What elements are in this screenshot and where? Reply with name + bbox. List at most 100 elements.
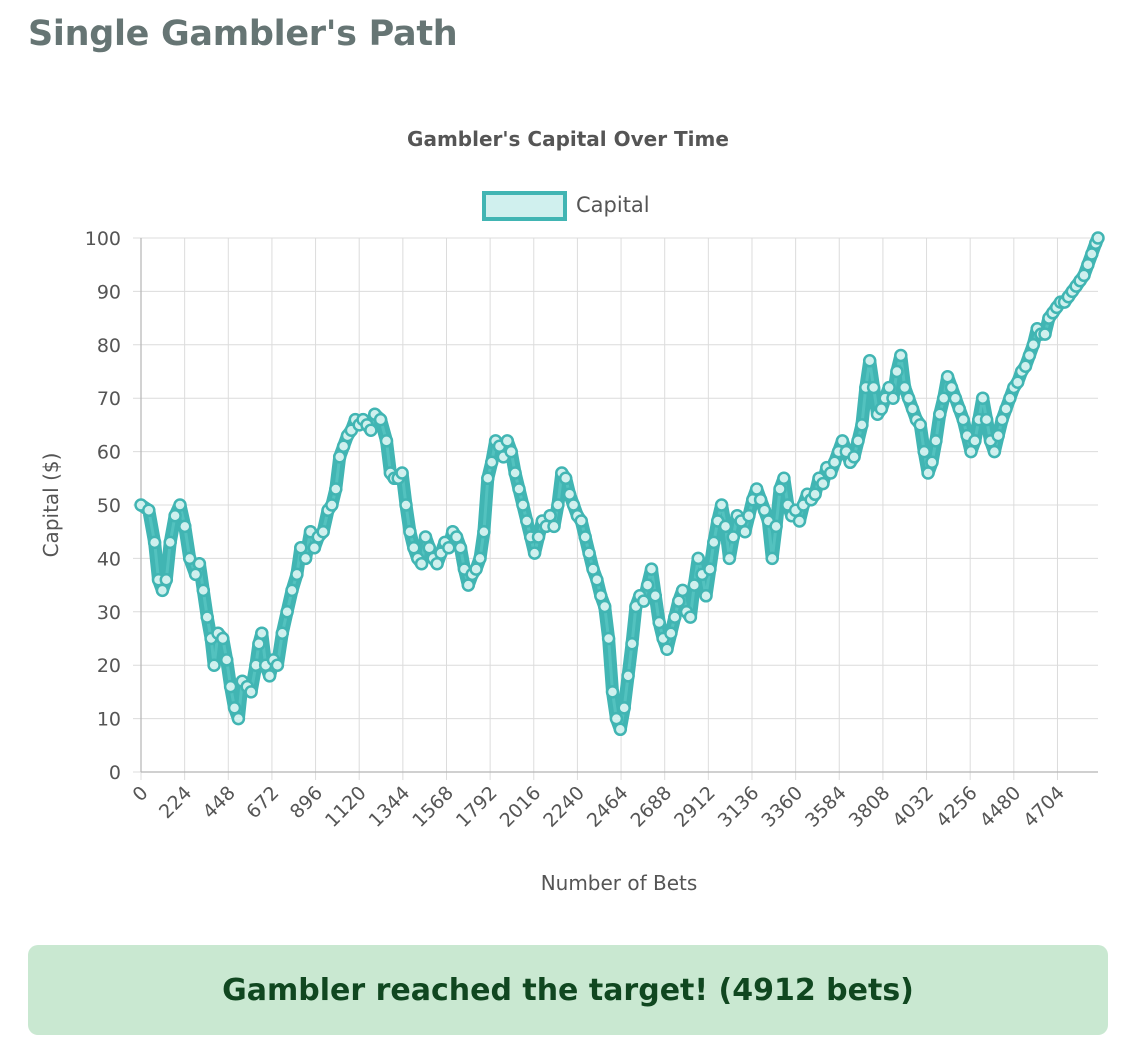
data-point[interactable] (722, 551, 737, 566)
data-point[interactable] (547, 519, 561, 534)
data-point[interactable] (574, 514, 589, 528)
data-point[interactable] (979, 412, 994, 427)
data-point[interactable] (668, 610, 682, 624)
data-point[interactable] (155, 583, 170, 598)
data-point[interactable] (753, 492, 768, 507)
data-point[interactable] (578, 530, 592, 544)
data-point[interactable] (609, 711, 624, 726)
data-point[interactable] (500, 434, 515, 448)
data-point[interactable] (862, 354, 877, 368)
data-point[interactable] (749, 482, 764, 496)
data-point[interactable] (714, 498, 729, 512)
data-point[interactable] (168, 508, 182, 523)
data-point[interactable] (142, 503, 156, 518)
data-point[interactable] (890, 364, 904, 379)
data-point[interactable] (216, 631, 230, 646)
data-point[interactable] (921, 466, 935, 480)
data-point[interactable] (987, 444, 1002, 459)
data-point[interactable] (621, 669, 635, 683)
data-point[interactable] (897, 380, 912, 395)
data-point[interactable] (422, 540, 437, 555)
data-point[interactable] (527, 546, 542, 560)
data-point[interactable] (773, 482, 787, 496)
data-point[interactable] (207, 658, 221, 672)
data-point[interactable] (1081, 257, 1095, 272)
data-point[interactable] (664, 626, 678, 640)
data-point[interactable] (640, 578, 655, 592)
data-point[interactable] (285, 583, 299, 598)
data-point[interactable] (792, 514, 807, 528)
data-point[interactable] (520, 514, 534, 528)
data-point[interactable] (874, 402, 889, 416)
data-point[interactable] (687, 578, 702, 592)
data-point[interactable] (597, 599, 612, 614)
data-point[interactable] (1022, 348, 1037, 363)
data-point[interactable] (147, 535, 162, 550)
data-point[interactable] (484, 455, 499, 470)
data-point[interactable] (703, 562, 717, 576)
data-point[interactable] (964, 444, 978, 459)
data-point[interactable] (329, 482, 343, 496)
data-point[interactable] (227, 701, 242, 715)
data-point[interactable] (508, 466, 522, 480)
data-point[interactable] (182, 551, 197, 566)
data-point[interactable] (173, 498, 187, 512)
data-point[interactable] (275, 626, 290, 640)
data-point[interactable] (827, 455, 842, 470)
data-point[interactable] (231, 711, 246, 726)
data-point[interactable] (683, 610, 698, 624)
data-point[interactable] (851, 434, 865, 448)
data-point[interactable] (200, 610, 214, 624)
data-point[interactable] (477, 524, 491, 539)
data-point[interactable] (551, 498, 565, 512)
data-point[interactable] (461, 578, 476, 592)
data-point[interactable] (469, 562, 483, 576)
data-point[interactable] (933, 407, 947, 421)
data-point[interactable] (894, 348, 908, 363)
data-point[interactable] (1085, 247, 1099, 261)
data-point[interactable] (816, 476, 830, 491)
data-point[interactable] (481, 471, 495, 486)
data-point[interactable] (956, 412, 970, 427)
data-point[interactable] (1038, 327, 1052, 341)
data-point[interactable] (605, 685, 620, 699)
data-point[interactable] (403, 524, 417, 539)
chart-legend[interactable]: Capital (482, 191, 650, 221)
data-point[interactable] (636, 594, 651, 608)
data-point[interactable] (294, 540, 308, 555)
data-point[interactable] (1018, 359, 1033, 373)
data-point[interactable] (590, 573, 604, 587)
data-point[interactable] (558, 471, 573, 486)
data-point[interactable] (944, 380, 959, 395)
data-point[interactable] (929, 434, 943, 448)
data-point[interactable] (262, 669, 277, 683)
data-point[interactable] (968, 434, 982, 448)
data-point[interactable] (940, 370, 955, 384)
data-point[interactable] (1091, 231, 1105, 245)
data-point[interactable] (562, 487, 577, 502)
data-point[interactable] (1026, 338, 1041, 352)
data-point[interactable] (675, 583, 690, 598)
data-point[interactable] (769, 519, 783, 534)
data-point[interactable] (691, 551, 705, 566)
data-point[interactable] (290, 567, 304, 582)
data-point[interactable] (975, 391, 990, 405)
data-point[interactable] (726, 530, 741, 544)
data-point[interactable] (671, 594, 686, 608)
data-point[interactable] (999, 402, 1013, 416)
data-point[interactable] (516, 498, 530, 512)
data-point[interactable] (566, 498, 581, 512)
data-point[interactable] (453, 540, 468, 555)
data-point[interactable] (163, 535, 177, 550)
data-point[interactable] (418, 530, 433, 544)
data-point[interactable] (808, 487, 822, 502)
data-point[interactable] (395, 466, 409, 480)
data-point[interactable] (991, 428, 1005, 443)
data-point[interactable] (159, 573, 174, 587)
data-point[interactable] (270, 658, 285, 672)
data-point[interactable] (196, 583, 211, 598)
data-point[interactable] (373, 412, 388, 427)
data-point[interactable] (449, 530, 464, 544)
data-point[interactable] (399, 498, 413, 512)
data-point[interactable] (307, 540, 322, 555)
